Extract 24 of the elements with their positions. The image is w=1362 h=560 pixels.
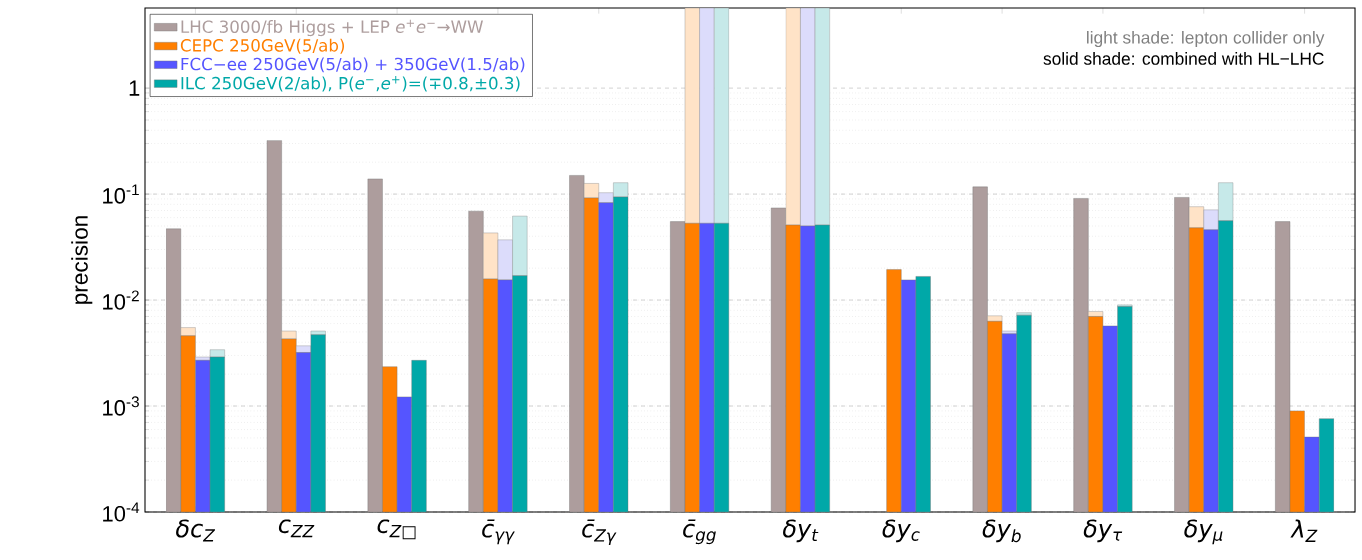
x-tick-label: c̄$_{gg}$ [683, 519, 716, 545]
x-tick-label: δy$_{t}$ [783, 519, 819, 543]
x-tick-label: δy$_{τ}$ [1083, 519, 1123, 543]
y-tick-label: 10$^{-2}$ [103, 290, 139, 310]
x-tick-label: λ$_{Z}$ [1290, 519, 1318, 542]
legend-label: CEPC 250GeV(5/ab) [180, 38, 345, 54]
x-tick-label: c̄$_{Zγ}$ [582, 519, 617, 546]
x-tick-label: c̄$_{γγ}$ [482, 519, 515, 545]
y-tick-label: 10$^{-3}$ [103, 396, 139, 416]
x-tick-label: δc$_{Z}$ [176, 519, 216, 542]
legend-label: FCC−ee 250GeV(5/ab) + 350GeV(1.5/ab) [181, 57, 525, 73]
legend-label: LHC 3000/fb Higgs + LEP e$^{+}$e$^{−}$→WW [181, 19, 483, 37]
x-tick-label: δy$_{μ}$ [1184, 519, 1223, 545]
y-tick-label: 10$^{-4}$ [103, 502, 140, 522]
annotation: light shade: lepton collider only [1087, 30, 1325, 48]
x-tick-label: δy$_{c}$ [882, 519, 920, 543]
y-axis-title: precision [71, 216, 93, 304]
y-tick-label: 1 [129, 80, 140, 96]
x-tick-label: c$_{Z□}$ [377, 519, 416, 540]
x-tick-label: δy$_{b}$ [982, 519, 1021, 543]
annotation: solid shade: combined with HL−LHC [1043, 52, 1324, 65]
legend-label: ILC 250GeV(2/ab), P(e$^{−}$,e$^{+}$)=(∓0.8,±0.3) [181, 76, 520, 92]
y-tick-label: 10$^{-1}$ [103, 184, 139, 204]
x-tick-label: c$_{ZZ}$ [278, 519, 315, 538]
